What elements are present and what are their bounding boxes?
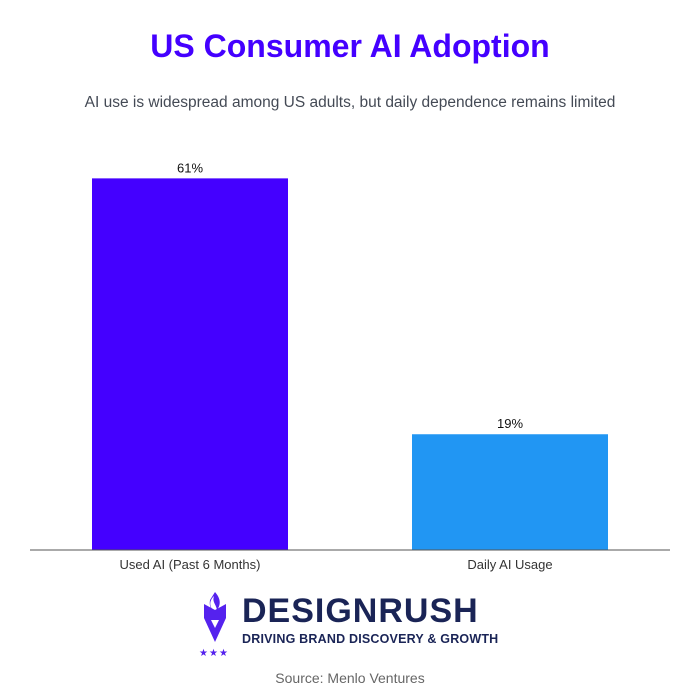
chart-subtitle: AI use is widespread among US adults, bu…	[84, 94, 616, 111]
brand-name: DESIGNRUSH	[242, 592, 479, 630]
bar	[92, 178, 288, 550]
svg-text:★: ★	[199, 648, 208, 659]
data-label: 19%	[497, 416, 523, 431]
x-tick-label: Daily AI Usage	[467, 557, 552, 572]
bar	[412, 434, 608, 550]
svg-text:★: ★	[219, 648, 228, 659]
svg-text:★: ★	[209, 648, 218, 659]
flame-shield-icon: ★ ★ ★	[199, 592, 228, 659]
chart-title: US Consumer AI Adoption	[150, 28, 550, 64]
brand-tagline: DRIVING BRAND DISCOVERY & GROWTH	[242, 632, 499, 646]
data-label: 61%	[177, 160, 203, 175]
x-tick-label: Used AI (Past 6 Months)	[120, 557, 261, 572]
designrush-logo: ★ ★ ★ DESIGNRUSH DRIVING BRAND DISCOVERY…	[190, 590, 520, 660]
source-note: Source: Menlo Ventures	[275, 670, 425, 686]
